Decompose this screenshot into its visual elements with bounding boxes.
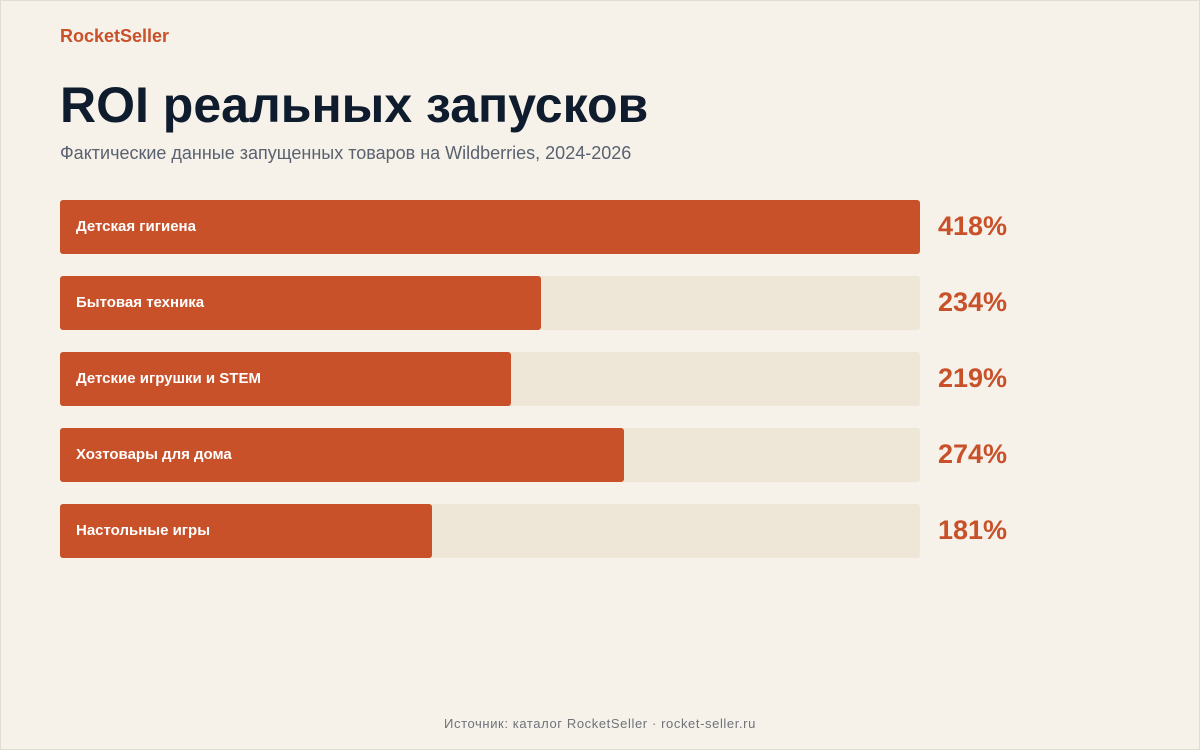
value-label: 418%	[938, 211, 1008, 241]
chart-subtitle: Фактические данные запущенных товаров на…	[60, 143, 632, 163]
bar	[60, 352, 511, 406]
bar-chart: Детская гигиена 418% Бытовая техника 234% Де…	[60, 200, 1060, 580]
bar-row: Детская гигиена 418%	[60, 200, 1060, 254]
bar-track: Детские игрушки и STEM	[60, 352, 920, 406]
category-label: Настольные игры	[76, 522, 211, 539]
bar	[60, 200, 920, 254]
category-label: Бытовая техника	[76, 294, 205, 311]
bar-row: Детские игрушки и STEM 219%	[60, 352, 1060, 406]
bar	[60, 504, 432, 558]
bar	[60, 428, 624, 482]
bar-track: Детская гигиена	[60, 200, 920, 254]
bar	[60, 276, 541, 330]
bar-track: Настольные игры	[60, 504, 920, 558]
value-label: 181%	[938, 515, 1008, 545]
value-label: 274%	[938, 439, 1008, 469]
bar-row: Хозтовары для дома 274%	[60, 428, 1060, 482]
bar-track: Хозтовары для дома	[60, 428, 920, 482]
brand-logo-text: RocketSeller	[60, 26, 170, 46]
value-label: 219%	[938, 363, 1008, 393]
source-footer: Источник: каталог RocketSeller · rocket-…	[444, 716, 756, 731]
value-label: 234%	[938, 287, 1008, 317]
bar-track: Бытовая техника	[60, 276, 920, 330]
bar-row: Бытовая техника 234%	[60, 276, 1060, 330]
bar-row: Настольные игры 181%	[60, 504, 1060, 558]
chart-title: ROI реальных запусков	[60, 77, 649, 133]
category-label: Хозтовары для дома	[76, 446, 232, 463]
category-label: Детские игрушки и STEM	[76, 370, 261, 387]
category-label: Детская гигиена	[76, 218, 196, 235]
